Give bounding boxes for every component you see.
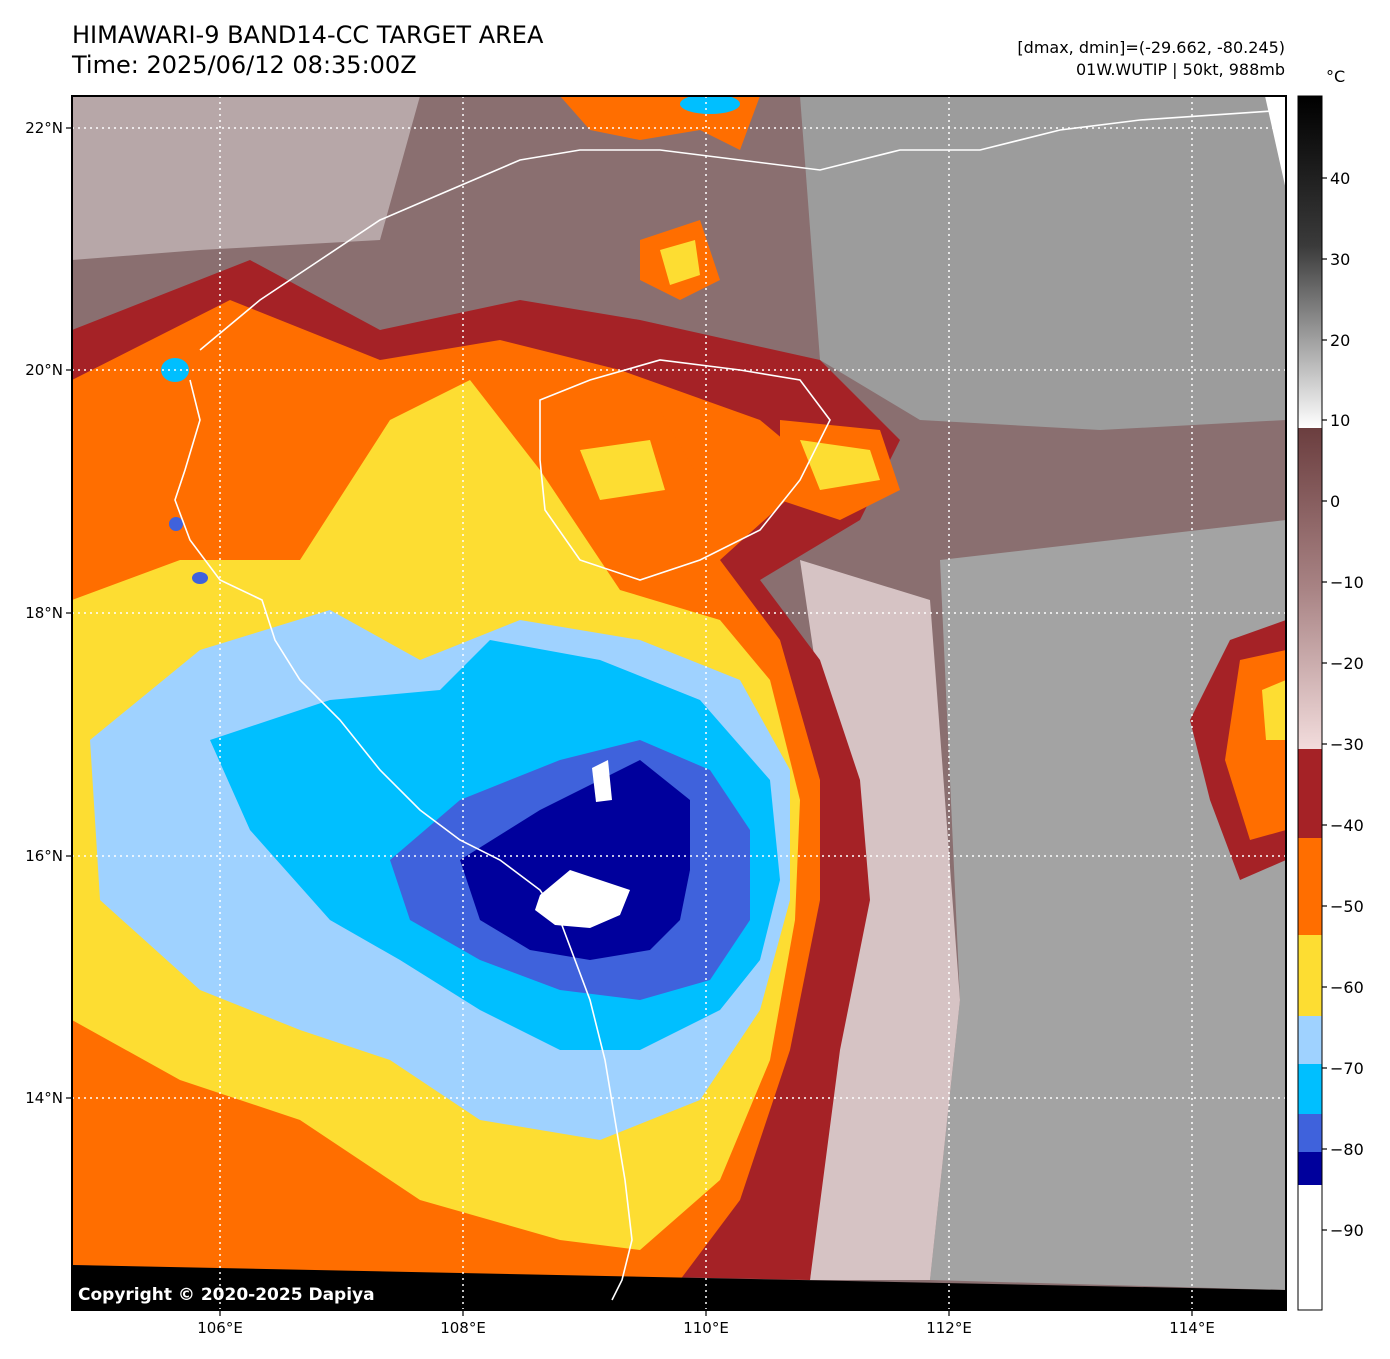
- lat-tick-22: 22°N: [25, 119, 63, 137]
- lon-tick-106: 106°E: [197, 1319, 243, 1337]
- west-spot-2: [169, 517, 183, 531]
- ir-pink-northwest: [72, 96, 420, 260]
- copyright-text: Copyright © 2020-2025 Dapiya: [78, 1285, 375, 1305]
- lat-tick-16: 16°N: [25, 847, 63, 865]
- axis-ticks: [66, 127, 1193, 1316]
- colorbar-dark-red: [1298, 749, 1322, 838]
- east-cluster-core: [1262, 680, 1286, 740]
- ir-gray-east: [930, 520, 1286, 1290]
- china-coastline: [199, 109, 1286, 351]
- colorbar-ticks: [1322, 177, 1327, 1231]
- colorbar-white: [1298, 1185, 1322, 1310]
- title-line-2: Time: 2025/06/12 08:35:00Z: [72, 51, 417, 79]
- hainan-coastline: [539, 359, 831, 581]
- ir-gray-north: [800, 96, 1286, 430]
- dmax-dmin-text: [dmax, dmin]=(-29.662, -80.245): [1017, 38, 1285, 57]
- colorbar-label-10: 10: [1330, 411, 1350, 430]
- band-below-minus-85-north: [592, 760, 612, 802]
- colorbar-label-30: 30: [1330, 250, 1350, 269]
- band-below-minus-85: [535, 870, 630, 928]
- lat-tick-18: 18°N: [25, 604, 63, 622]
- chart-title: HIMAWARI-9 BAND14-CC TARGET AREA Time: 2…: [72, 20, 543, 80]
- colorbar-label-minus-60: −60: [1330, 978, 1364, 997]
- ir-imagery: [72, 96, 1286, 1310]
- colorbar-label-minus-40: −40: [1330, 816, 1364, 835]
- lat-tick-14: 14°N: [25, 1089, 63, 1107]
- colorbar-label-minus-90: −90: [1330, 1221, 1364, 1240]
- title-line-1: HIMAWARI-9 BAND14-CC TARGET AREA: [72, 21, 544, 49]
- colorbar-label-20: 20: [1330, 331, 1350, 350]
- colorbar-light-blue: [1298, 1016, 1322, 1064]
- lon-tick-112: 112°E: [926, 1319, 972, 1337]
- lat-tick-20: 20°N: [25, 361, 63, 379]
- band-minus-85: [460, 760, 690, 960]
- no-data-strip: [72, 1265, 1286, 1310]
- colorbar-navy: [1298, 1152, 1322, 1185]
- colorbar-label-minus-10: −10: [1330, 573, 1364, 592]
- colorbar-gray-segment: [1298, 96, 1322, 428]
- colorbar-label-minus-50: −50: [1330, 897, 1364, 916]
- colorbar: 40 30 20 10 0 −10 −20 −30 −40 −50 −60 −7…: [1297, 95, 1364, 1311]
- storm-metadata: [dmax, dmin]=(-29.662, -80.245) 01W.WUTI…: [1017, 37, 1285, 81]
- colorbar-label-minus-70: −70: [1330, 1059, 1364, 1078]
- off-disk-corner: [1265, 96, 1286, 190]
- colorbar-label-minus-20: −20: [1330, 654, 1364, 673]
- convection-east-hainan-core: [800, 440, 880, 490]
- north-convection-core: [680, 96, 740, 114]
- colorbar-orange: [1298, 838, 1322, 935]
- colorbar-label-40: 40: [1330, 169, 1350, 188]
- convection-hainan-core: [580, 440, 665, 500]
- north-convection-2-core: [660, 240, 700, 285]
- colorbar-unit: °C: [1326, 67, 1346, 86]
- map-frame: [71, 95, 1287, 1311]
- colorbar-label-0: 0: [1330, 492, 1340, 511]
- colorbar-label-minus-30: −30: [1330, 735, 1364, 754]
- colorbar-frame: [1297, 95, 1323, 1311]
- colorbar-label-minus-80: −80: [1330, 1140, 1364, 1159]
- storm-info-text: 01W.WUTIP | 50kt, 988mb: [1075, 60, 1285, 79]
- west-spot-3: [192, 572, 208, 584]
- lon-tick-108: 108°E: [440, 1319, 486, 1337]
- gridlines: [72, 96, 1286, 1310]
- colorbar-cyan: [1298, 1064, 1322, 1114]
- colorbar-yellow: [1298, 935, 1322, 1016]
- colorbar-royal-blue: [1298, 1114, 1322, 1152]
- lon-tick-114: 114°E: [1169, 1319, 1215, 1337]
- colorbar-brown-segment: [1298, 428, 1322, 749]
- vietnam-coastline: [174, 379, 633, 1301]
- lon-tick-110: 110°E: [683, 1319, 729, 1337]
